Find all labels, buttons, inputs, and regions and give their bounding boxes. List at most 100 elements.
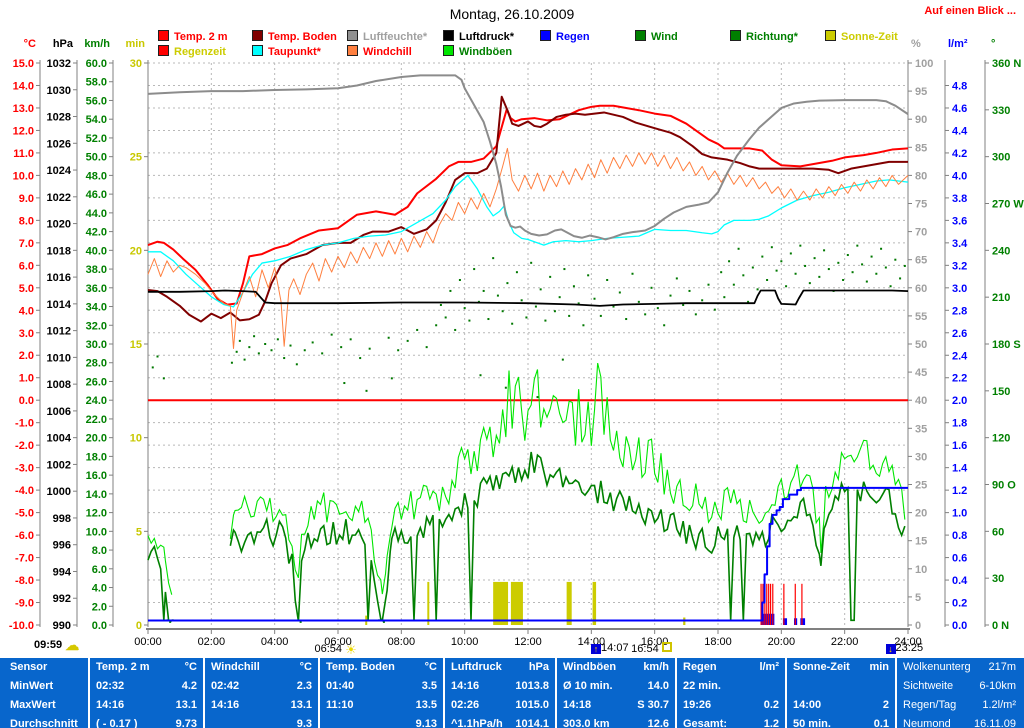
astro-marker-time: 16:54 <box>631 643 659 655</box>
table-cell: 12.6 <box>647 718 669 728</box>
wind-direction-dot <box>463 307 466 310</box>
legend-label: Regenzeit <box>174 46 226 58</box>
table-separator <box>785 658 787 728</box>
table-row: Sonne-Zeit min <box>787 658 895 677</box>
axis-tick-label: 330 <box>992 105 1010 117</box>
sunshine-bar <box>592 581 597 625</box>
axis-tick-label: 16.0 <box>86 470 107 482</box>
axis-tick-label: -7.0 <box>15 553 34 565</box>
table-column: Temp. 2 m °C 02:32 4.2 14:16 13.1 ( - 0.17 ) 9.… <box>90 658 203 728</box>
axis-tick-label: -4.0 <box>15 485 34 497</box>
table-separator <box>443 658 445 728</box>
table-cell: MinWert <box>10 680 54 692</box>
table-cell: Windböen <box>563 661 617 673</box>
wind-speed-line <box>147 544 173 623</box>
wind-direction-dot <box>751 266 754 269</box>
wind-direction-dot <box>235 350 238 353</box>
table-cell: Wolkenunterg <box>903 661 971 673</box>
axis-unit-label: km/h <box>84 38 110 50</box>
axis-tick-label: 60 <box>992 526 1004 538</box>
axis-tick-label: 15.0 <box>13 58 34 70</box>
axis-tick-label: 52.0 <box>86 133 107 145</box>
series-luftdruck <box>148 289 909 307</box>
table-cell: 11:10 <box>326 699 354 711</box>
table-row: 14:18 S 30.7 <box>557 696 675 715</box>
table-row: MaxWert <box>4 696 88 715</box>
axis-tick-label: 1024 <box>47 165 72 177</box>
table-row: 50 min. 0.1 <box>787 715 895 728</box>
axis-tick-label: 120 <box>992 433 1010 445</box>
axis-tick-label: 13.0 <box>13 103 34 115</box>
x-axis-tick-label: 20:00 <box>768 636 796 648</box>
table-cell: Ø 10 min. <box>563 680 613 692</box>
table-cell: Sichtweite <box>903 680 954 692</box>
axis-tick-label: 0.0 <box>952 620 967 632</box>
table-cell: Neumond <box>903 718 951 728</box>
table-cell: 2.3 <box>296 680 312 692</box>
wind-direction-dot <box>303 349 306 352</box>
axis-tick-label: 34.0 <box>86 302 107 314</box>
table-row: Ø 10 min. 14.0 <box>557 677 675 696</box>
wind-direction-dot <box>496 294 499 297</box>
wind-direction-dot <box>534 305 537 308</box>
table-cell: 1014.1 <box>515 718 549 728</box>
axis-tick-label: 1028 <box>47 112 71 124</box>
axis-tick-label: 0.8 <box>952 530 967 542</box>
table-row: Regen/Tag 1.2l/m² <box>897 696 1022 715</box>
wind-direction-dot <box>827 268 830 271</box>
axis-tick-label: 996 <box>53 540 71 552</box>
axis-tick-label: 42.0 <box>86 227 107 239</box>
wind-direction-dot <box>454 328 457 331</box>
axis-unit-label: °C <box>23 38 36 50</box>
wind-direction-dot <box>889 285 892 288</box>
axis-tick-label: 4.4 <box>952 125 968 137</box>
axis-tick-label: 80 <box>915 170 927 182</box>
wind-direction-dot <box>599 314 602 317</box>
legend-label: Regen <box>556 31 590 43</box>
wind-direction-dot <box>343 382 346 385</box>
wind-direction-dot <box>253 335 256 338</box>
table-cell: S 30.7 <box>637 699 669 711</box>
axis-tick-label: 14.0 <box>86 489 107 501</box>
wind-direction-dot <box>669 294 672 297</box>
axis-tick-label: 992 <box>53 593 71 605</box>
legend-label: Windböen <box>459 46 513 58</box>
moonrise-icon: ↑ <box>591 644 602 654</box>
wind-direction-dot <box>842 278 845 281</box>
table-cell: 22 min. <box>683 680 721 692</box>
wind-direction-dot <box>539 288 542 291</box>
wind-direction-dot <box>747 300 750 303</box>
wind-direction-dot <box>856 244 859 247</box>
legend-item: Luftdruck* <box>443 30 514 43</box>
table-row: Wolkenunterg 217m <box>897 658 1022 677</box>
table-row: 9.3 <box>205 715 318 728</box>
legend-label: Richtung* <box>746 31 798 43</box>
wind-direction-dot <box>663 324 666 327</box>
sunshine-bar <box>493 581 509 625</box>
wind-direction-dot <box>270 349 273 352</box>
wind-direction-dot <box>818 275 821 278</box>
wind-direction-dot <box>775 269 778 272</box>
axis-tick-label: -10.0 <box>9 620 34 632</box>
wind-direction-dot <box>756 288 759 291</box>
axis-tick-label: 25 <box>915 480 927 492</box>
legend-item: Regen <box>540 30 590 43</box>
table-cell: ( - 0.17 ) <box>96 718 138 728</box>
axis-tick-label: 25 <box>130 152 142 164</box>
quick-view-link[interactable]: Auf einen Blick ... <box>924 5 1016 17</box>
x-axis-tick-label: 16:00 <box>641 636 669 648</box>
axis-tick-label: 1004 <box>47 433 72 445</box>
axis-tick-label: 55 <box>915 311 927 323</box>
axis-tick-label: 4.0 <box>92 583 107 595</box>
table-row: Sichtweite 6-10km <box>897 677 1022 696</box>
axis-tick-label: -6.0 <box>15 530 34 542</box>
wind-direction-dot <box>449 289 452 292</box>
wind-direction-dot <box>894 258 897 261</box>
sunshine-bar <box>566 581 572 625</box>
wind-direction-dot <box>468 319 471 322</box>
wind-direction-dot <box>321 352 324 355</box>
table-row: Regen l/m² <box>677 658 785 677</box>
series-windchill <box>147 147 909 349</box>
wind-direction-dot <box>713 308 716 311</box>
clock-readout: 09:59 ☁ <box>34 637 79 654</box>
